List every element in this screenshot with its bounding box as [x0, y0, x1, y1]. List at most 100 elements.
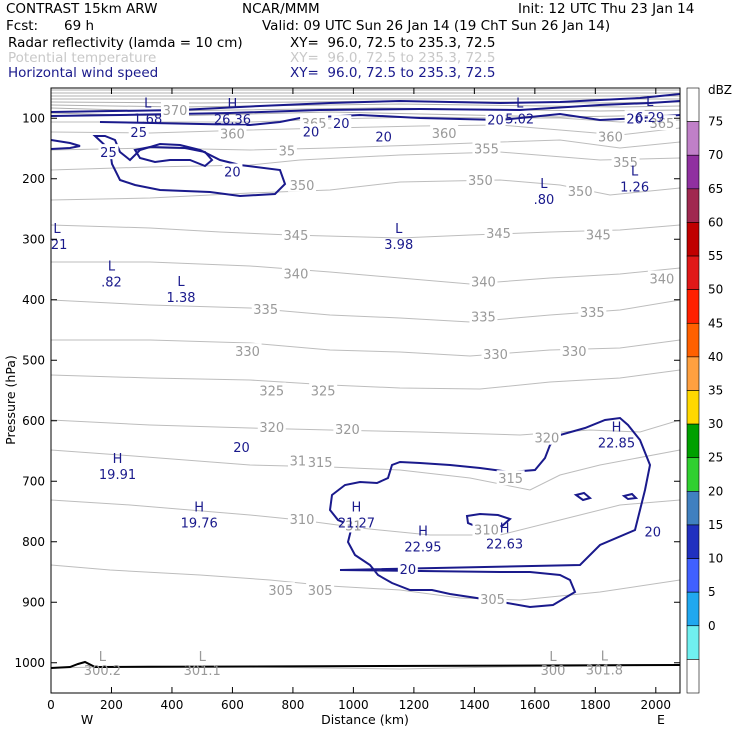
theta-contour-label: 335 — [471, 311, 496, 326]
theta-label-bg — [496, 470, 525, 486]
theta-label-bg — [469, 308, 498, 324]
x-axis-title: Distance (km) — [321, 712, 409, 727]
colorbar-level-label: 55 — [708, 249, 723, 263]
theta-contour-label: 305 — [268, 584, 293, 599]
wind-extremum-marker: H — [113, 452, 123, 467]
field-wind-name: Horizontal wind speed — [8, 65, 159, 81]
theta-label-bg — [472, 140, 501, 156]
wind-extremum-marker: H — [418, 525, 428, 540]
theta-label-bg — [611, 153, 640, 169]
theta-contour-label: 365 — [649, 117, 674, 132]
y-tick-label: 100 — [22, 111, 45, 125]
theta-contour-label: 320 — [259, 421, 284, 436]
theta-contour-label: 305 — [480, 593, 505, 608]
colorbar-swatch — [686, 558, 700, 593]
theta-contour-label: 350 — [568, 185, 593, 200]
wind-label-bg — [397, 560, 418, 576]
x-tick-label: 1200 — [399, 698, 430, 712]
theta-label-bg — [596, 128, 625, 144]
colorbar-level-label: 20 — [708, 484, 723, 498]
wind-contour-label: 25 — [100, 146, 117, 161]
valid-time: Valid: 09 UTC Sun 26 Jan 14 (19 ChT Sun … — [262, 18, 611, 34]
wind-extremum-marker: L — [540, 177, 548, 192]
theta-contour-label: 340 — [471, 276, 496, 291]
colorbar-level-label: 50 — [708, 283, 723, 297]
theta-contour-label: 345 — [284, 229, 309, 244]
colorbar-level-label: 65 — [708, 182, 723, 196]
theta-label-bg — [566, 182, 595, 198]
wind-extremum-value: 1.68 — [133, 112, 162, 127]
colorbar-swatch — [686, 121, 700, 156]
theta-contour-label: 320 — [535, 432, 560, 447]
theta-label-bg — [276, 142, 297, 158]
colorbar-swatch — [686, 423, 700, 459]
theta-label-bg — [481, 346, 510, 362]
theta-contour-label: 330 — [483, 348, 508, 363]
y-tick-label: 700 — [22, 474, 45, 488]
colorbar-swatch — [686, 154, 700, 190]
theta-contour-label: 345 — [486, 227, 511, 242]
theta-label-bg — [287, 510, 316, 526]
theta-extremum-marker: L — [199, 650, 207, 665]
theta-label-bg — [233, 343, 262, 359]
wind-extremum-marker: L — [395, 222, 403, 237]
theta-label-bg — [309, 382, 338, 398]
wind-contour-label: 20 — [233, 441, 250, 456]
wind-extremum-value: 19.76 — [181, 517, 218, 532]
theta-contour-label: 330 — [562, 345, 587, 360]
theta-label-bg — [584, 226, 613, 242]
theta-label-bg — [257, 418, 286, 434]
x-tick-label: 1400 — [459, 698, 490, 712]
theta-extremum-marker: L — [99, 650, 107, 665]
theta-contour-label: 315 — [498, 472, 523, 487]
theta-label-bg — [647, 270, 676, 286]
wind-extremum-marker: L — [516, 96, 524, 111]
init-time: Init: 12 UTC Thu 23 Jan 14 — [518, 1, 695, 17]
theta-label-bg — [647, 115, 676, 131]
y-tick-label: 200 — [22, 172, 45, 186]
theta-label-bg — [532, 429, 561, 445]
colorbar-swatch — [686, 457, 700, 492]
wind-contour-label: 20 — [487, 113, 504, 128]
theta-label-bg — [466, 171, 495, 187]
y-tick-label: 900 — [22, 595, 45, 609]
colorbar-level-label: 5 — [708, 585, 716, 599]
wind-extremum-marker: H — [228, 97, 238, 112]
theta-label-bg — [472, 521, 501, 537]
y-tick-label: 800 — [22, 535, 45, 549]
wind-label-bg — [222, 163, 243, 179]
wind-label-bg — [624, 110, 645, 126]
wind-extremum-marker: L — [108, 260, 116, 275]
theta-contour-label: 345 — [586, 228, 611, 243]
x-tick-label: 400 — [161, 698, 184, 712]
wind-extremum-marker: H — [194, 501, 204, 516]
colorbar-swatch — [686, 255, 700, 290]
theta-label-bg — [218, 125, 247, 141]
theta-label-bg — [333, 421, 362, 437]
theta-contour-label: 350 — [468, 174, 493, 189]
org-label: NCAR/MMM — [242, 1, 320, 17]
colorbar-swatch — [686, 87, 700, 122]
field-reflectivity-xy: XY= 96.0, 72.5 to 235.3, 72.5 — [290, 35, 496, 51]
theta-contour-label: 335 — [253, 303, 278, 318]
colorbar-swatch — [686, 289, 700, 324]
wind-extremum-value: 5.02 — [505, 112, 534, 127]
wind-contour-label: 20 — [333, 117, 350, 132]
theta-contour-label: 320 — [335, 423, 360, 438]
wind-label-bg — [128, 124, 149, 140]
theta-contour-label: 360 — [220, 127, 245, 142]
wind-extremum-marker: L — [646, 95, 654, 110]
east-label: E — [657, 712, 665, 727]
colorbar-level-label: 35 — [708, 384, 723, 398]
theta-label-bg — [306, 582, 335, 598]
theta-label-bg — [251, 300, 280, 316]
theta-contour-label: 35 — [279, 144, 296, 159]
wind-extremum-value: 1.26 — [620, 181, 649, 196]
theta-label-bg — [281, 265, 310, 281]
wind-contour-label: 25 — [130, 126, 147, 141]
theta-label-bg — [160, 101, 189, 117]
colorbar-swatch — [686, 188, 700, 223]
wind-label-bg — [485, 111, 506, 127]
